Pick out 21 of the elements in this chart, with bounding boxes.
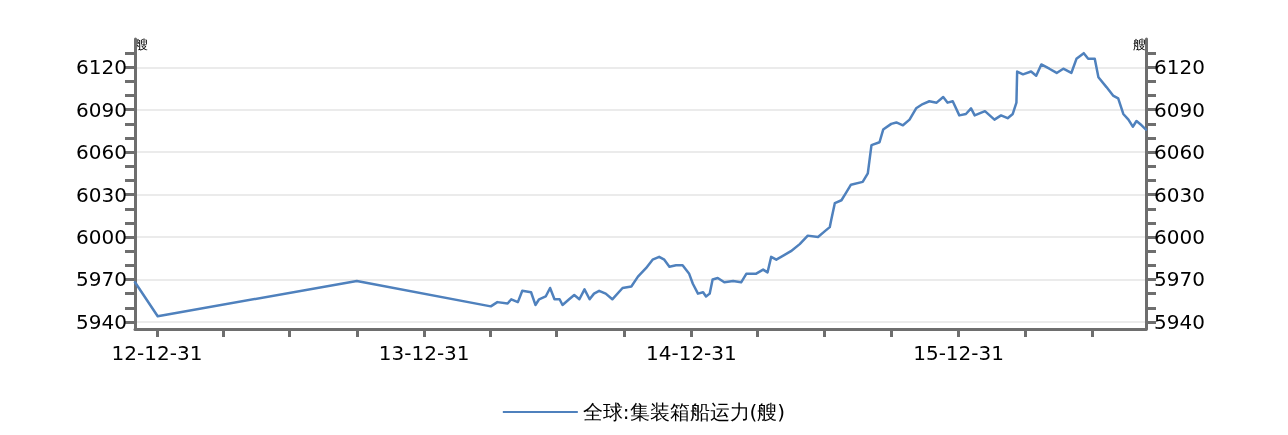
y-tick-label: 6090	[76, 97, 127, 122]
y2-tick-label: 6000	[1154, 225, 1205, 250]
y-tick-label: 6000	[76, 225, 127, 250]
y-tick-label: 5940	[76, 309, 127, 334]
y-tick-label: 5970	[76, 267, 127, 292]
y2-tick-label: 6030	[1154, 182, 1205, 207]
line-series	[133, 51, 1148, 318]
y2-tick-label: 5970	[1154, 267, 1205, 292]
y-tick-label: 6030	[76, 182, 127, 207]
y-tick-label: 6120	[76, 55, 127, 80]
legend-label: 全球:集装箱船运力(艘)	[582, 400, 786, 424]
y2-axis-title: 艘	[1133, 37, 1146, 52]
y2-tick-label: 6120	[1154, 55, 1205, 80]
x-tick-label: 15-12-31	[913, 341, 1004, 365]
y-tick-label: 6060	[76, 140, 127, 165]
y2-tick-label: 5940	[1154, 309, 1205, 334]
y2-tick-label: 6060	[1154, 140, 1205, 165]
x-tick-label: 12-12-31	[111, 341, 203, 365]
x-tick-label: 14-12-31	[645, 341, 737, 365]
x-tick-label: 13-12-31	[378, 341, 470, 365]
y2-tick-label: 6090	[1154, 97, 1205, 122]
